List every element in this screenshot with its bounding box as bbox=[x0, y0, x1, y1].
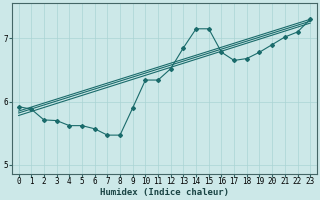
X-axis label: Humidex (Indice chaleur): Humidex (Indice chaleur) bbox=[100, 188, 229, 197]
